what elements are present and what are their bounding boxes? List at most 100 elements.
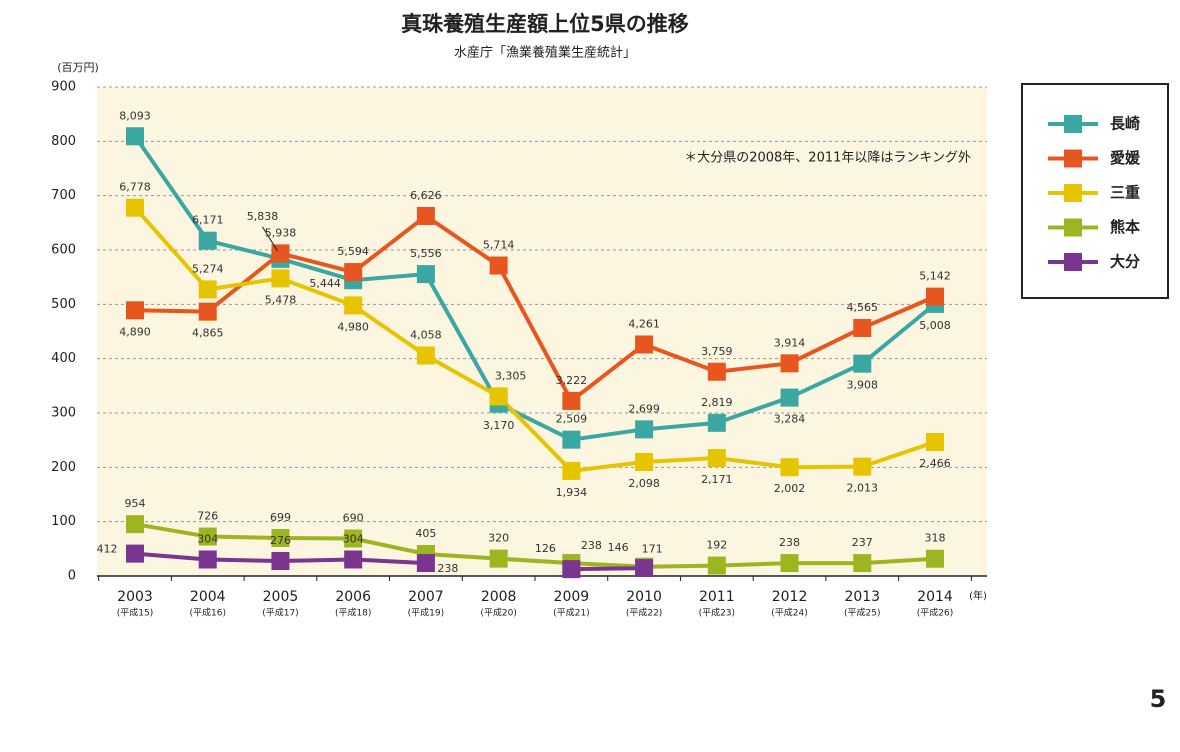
marker: [198, 231, 217, 250]
y-tick-label: 300: [51, 406, 76, 421]
era-label: (平成19): [408, 607, 444, 619]
value-label: 3,908: [847, 379, 879, 392]
value-label: 304: [197, 532, 218, 545]
marker: [635, 420, 654, 439]
marker: [126, 127, 144, 146]
value-label: 5,142: [919, 270, 951, 283]
marker: [707, 449, 726, 468]
value-label: 5,444: [309, 277, 341, 290]
legend-label: 大分: [1110, 253, 1140, 271]
marker: [416, 206, 435, 225]
legend-label: 長崎: [1110, 115, 1140, 133]
legend-label: 三重: [1110, 184, 1140, 202]
y-tick-label: 0: [68, 569, 76, 584]
value-label: 412: [97, 543, 118, 556]
value-label: 2,171: [701, 473, 733, 486]
marker: [853, 318, 872, 337]
y-tick-label: 800: [51, 134, 76, 149]
marker: [707, 413, 726, 432]
marker: [416, 265, 435, 284]
value-label: 2,819: [701, 396, 733, 409]
series-line: [133, 135, 937, 442]
value-label: 5,938: [265, 226, 297, 239]
marker: [562, 560, 581, 579]
y-tick-label: 700: [51, 188, 76, 203]
marker: [635, 559, 654, 578]
marker: [562, 391, 581, 410]
era-label: (平成24): [771, 607, 807, 619]
marker: [853, 554, 872, 573]
legend-marker: [1064, 253, 1082, 271]
x-tick-label: 2006: [335, 589, 371, 605]
marker: [489, 549, 508, 568]
value-label: 5,478: [265, 293, 297, 306]
value-label: 5,838: [247, 210, 279, 223]
y-tick-label: 500: [51, 297, 76, 312]
era-label: (平成17): [262, 607, 298, 619]
value-label: 690: [343, 512, 364, 525]
marker: [635, 453, 654, 472]
era-label: (平成18): [335, 607, 371, 619]
marker: [416, 346, 435, 365]
value-label: 126: [535, 542, 556, 555]
series-line: [133, 206, 936, 473]
marker: [562, 430, 581, 449]
marker: [853, 457, 872, 476]
value-label: 2,013: [847, 482, 879, 495]
x-tick-label: 2012: [772, 589, 808, 605]
value-label: 2,699: [628, 402, 660, 415]
value-label: 5,594: [337, 245, 369, 258]
value-label: 304: [343, 532, 364, 545]
value-label: 5,714: [483, 239, 515, 252]
chart-subtitle: 水産庁「漁業養殖業生産統計」: [454, 45, 636, 61]
marker: [489, 387, 508, 406]
y-tick-label: 600: [51, 243, 76, 258]
y-tick-label: 400: [51, 351, 76, 366]
marker: [198, 550, 217, 569]
y-unit: (百万円): [57, 61, 99, 74]
x-tick-label: 2008: [481, 589, 517, 605]
value-label: 4,980: [337, 320, 369, 333]
value-label: 4,865: [192, 327, 224, 340]
value-label: 5,008: [919, 319, 951, 332]
value-label: 171: [642, 543, 663, 556]
marker: [271, 269, 290, 288]
value-label: 954: [125, 497, 146, 510]
marker: [926, 549, 944, 568]
era-label: (平成15): [117, 607, 153, 619]
y-tick-label: 900: [51, 80, 76, 95]
marker: [489, 256, 508, 275]
value-label: 2,098: [628, 477, 660, 490]
value-label: 320: [488, 532, 509, 545]
x-unit: (年): [969, 589, 987, 602]
marker: [344, 263, 363, 282]
series-line: [134, 213, 936, 403]
y-tick-label: 100: [51, 514, 76, 529]
plot-background: [97, 87, 987, 576]
x-tick-label: 2009: [554, 589, 590, 605]
value-label: 4,058: [410, 329, 442, 342]
x-tick-label: 2005: [263, 589, 299, 605]
marker: [126, 544, 144, 563]
legend-label: 熊本: [1110, 218, 1140, 236]
value-label: 3,759: [701, 345, 733, 358]
value-label: 318: [925, 532, 946, 545]
x-tick-label: 2013: [844, 589, 880, 605]
marker: [780, 388, 799, 407]
leader-line: [262, 226, 278, 252]
value-label: 238: [581, 539, 602, 552]
era-label: (平成21): [553, 607, 589, 619]
value-label: 3,170: [483, 419, 515, 432]
marker: [635, 335, 654, 354]
value-label: 3,914: [774, 336, 806, 349]
value-label: 699: [270, 511, 291, 524]
marker: [271, 244, 290, 263]
value-label: 146: [608, 541, 629, 554]
era-label: (平成16): [189, 607, 225, 619]
note: ＊大分県の2008年、2011年以降はランキング外: [684, 151, 971, 166]
marker: [707, 362, 726, 381]
era-label: (平成25): [844, 607, 880, 619]
legend-marker: [1064, 218, 1082, 237]
value-label: 5,274: [192, 262, 224, 275]
